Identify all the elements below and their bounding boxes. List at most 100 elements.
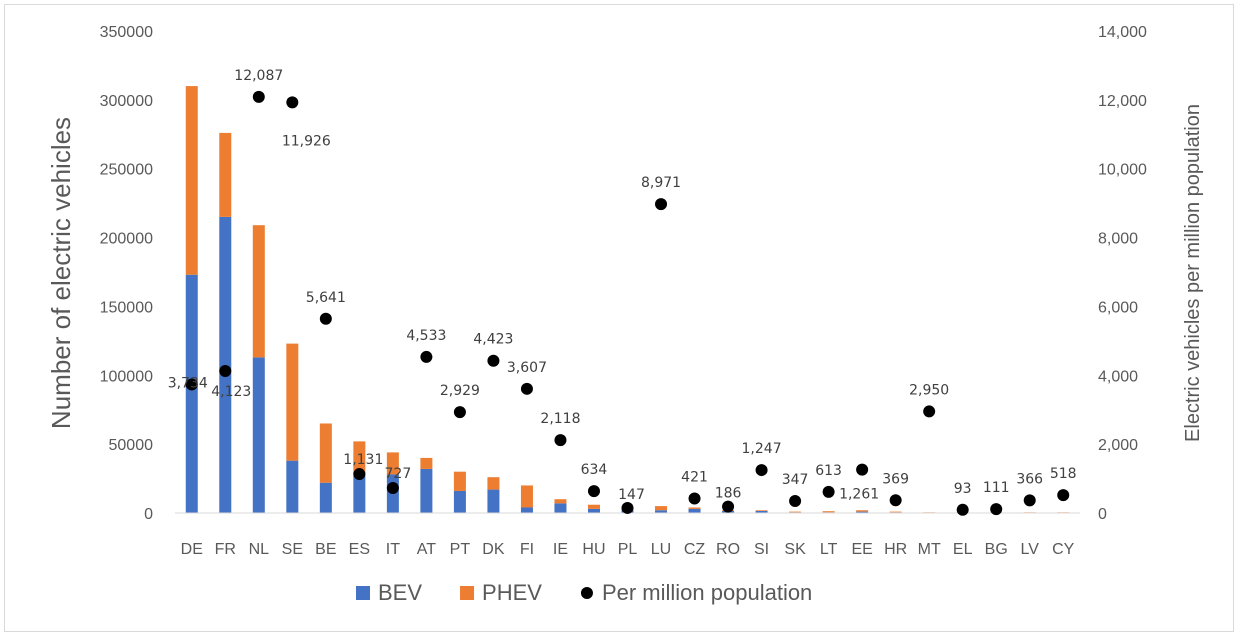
data-label-it: 727 <box>385 466 412 482</box>
point-fi <box>520 382 533 395</box>
bar-phev-it <box>386 452 399 475</box>
y2-tick: 0 <box>1098 506 1107 523</box>
bar-phev-de <box>185 86 198 275</box>
x-tick-de: DE <box>181 541 203 558</box>
data-label-pt: 2,929 <box>440 383 480 399</box>
bar-phev-es <box>353 441 366 472</box>
data-label-el: 93 <box>954 481 972 497</box>
bar-bev-de <box>185 274 198 513</box>
data-label-bg: 111 <box>983 480 1010 496</box>
bar-phev-si <box>755 510 768 511</box>
data-label-at: 4,533 <box>406 328 446 344</box>
point-pl <box>621 501 634 514</box>
bar-bev-hu <box>587 508 600 513</box>
point-dk <box>487 354 500 367</box>
x-tick-cy: CY <box>1052 541 1075 558</box>
x-tick-lu: LU <box>651 541 671 558</box>
point-lt <box>822 485 835 498</box>
bar-phev-pt <box>453 471 466 491</box>
bar-phev-fr <box>219 132 232 217</box>
y-axis-title: Number of electric vehicles <box>46 117 76 429</box>
data-label-fi: 3,607 <box>507 360 547 376</box>
y2-tick: 10,000 <box>1098 162 1147 179</box>
data-label-se: 11,926 <box>282 133 331 149</box>
x-tick-bg: BG <box>985 541 1008 558</box>
x-tick-fr: FR <box>215 541 236 558</box>
y-tick: 0 <box>144 506 153 523</box>
data-label-ro: 186 <box>715 486 742 502</box>
y2-tick: 6,000 <box>1098 299 1138 316</box>
point-cz <box>688 492 701 505</box>
bar-bev-es <box>353 471 366 513</box>
point-fr <box>219 365 232 378</box>
data-label-de: 3,734 <box>168 375 208 391</box>
legend-label-phev: PHEV <box>482 580 542 605</box>
point-at <box>420 350 433 363</box>
x-tick-fi: FI <box>520 541 534 558</box>
x-tick-pt: PT <box>450 541 471 558</box>
bars-layer <box>185 86 1070 513</box>
x-tick-it: IT <box>386 541 400 558</box>
x-tick-cz: CZ <box>684 541 706 558</box>
bar-bev-at <box>420 468 433 513</box>
legend-label-bev: BEV <box>378 580 422 605</box>
y-tick: 250000 <box>100 162 153 179</box>
x-tick-se: SE <box>282 541 303 558</box>
bar-phev-nl <box>252 225 265 358</box>
point-nl <box>252 90 265 103</box>
bar-phev-lt <box>822 511 835 513</box>
x-tick-hr: HR <box>884 541 907 558</box>
point-ee <box>856 463 869 476</box>
data-label-hu: 634 <box>581 462 608 478</box>
bar-bev-ee <box>856 511 869 513</box>
bar-bev-lu <box>655 510 668 513</box>
points-layer <box>185 90 1070 516</box>
x-tick-hu: HU <box>582 541 605 558</box>
y-tick-labels: 0 50000 100000 150000 200000 250000 300000 3500… <box>100 24 153 523</box>
legend-swatch-phev <box>460 586 475 600</box>
point-cy <box>1057 489 1070 502</box>
y2-tick: 4,000 <box>1098 368 1138 385</box>
data-label-ie: 2,118 <box>540 411 580 427</box>
bar-bev-ie <box>554 503 567 513</box>
bar-phev-se <box>286 343 299 461</box>
data-label-be: 5,641 <box>306 290 346 306</box>
point-de <box>185 378 198 391</box>
x-tick-dk: DK <box>482 541 505 558</box>
x-tick-pl: PL <box>618 541 638 558</box>
x-tick-lt: LT <box>820 541 838 558</box>
point-pt <box>453 406 466 419</box>
x-tick-si: SI <box>754 541 769 558</box>
bar-bev-cz <box>688 508 701 513</box>
point-es <box>353 468 366 481</box>
bar-phev-dk <box>487 477 500 490</box>
x-tick-ee: EE <box>851 541 872 558</box>
point-sk <box>789 495 802 508</box>
bar-bev-fr <box>219 216 232 513</box>
x-tick-labels: DE FR NL SE BE ES IT AT PT DK FI IE HU PL LU CZ RO SI SK LT… <box>181 541 1075 558</box>
data-label-sk: 347 <box>782 472 809 488</box>
point-lv <box>1023 494 1036 507</box>
legend-swatch-bev <box>356 586 370 600</box>
x-tick-sk: SK <box>784 541 806 558</box>
data-label-ee: 1,261 <box>839 487 879 503</box>
legend-swatch-per-million-population <box>580 587 593 599</box>
bar-bev-se <box>286 460 299 513</box>
x-tick-ie: IE <box>553 541 568 558</box>
y-tick: 50000 <box>109 437 154 454</box>
bar-bev-dk <box>487 489 500 513</box>
point-bg <box>990 503 1003 516</box>
bar-phev-fi <box>520 485 533 508</box>
data-label-hr: 369 <box>882 471 909 487</box>
bar-bev-be <box>319 482 332 513</box>
point-ie <box>554 434 567 447</box>
point-lu <box>655 198 668 211</box>
point-ro <box>722 500 735 513</box>
y2-tick-labels: 0 2,000 4,000 6,000 8,000 10,000 12,000 14,000 <box>1098 24 1147 523</box>
bar-bev-si <box>755 510 768 513</box>
y2-axis-title: Electric vehicles per million population <box>1182 104 1204 442</box>
point-el <box>956 503 969 516</box>
chart-frame <box>4 4 1234 632</box>
